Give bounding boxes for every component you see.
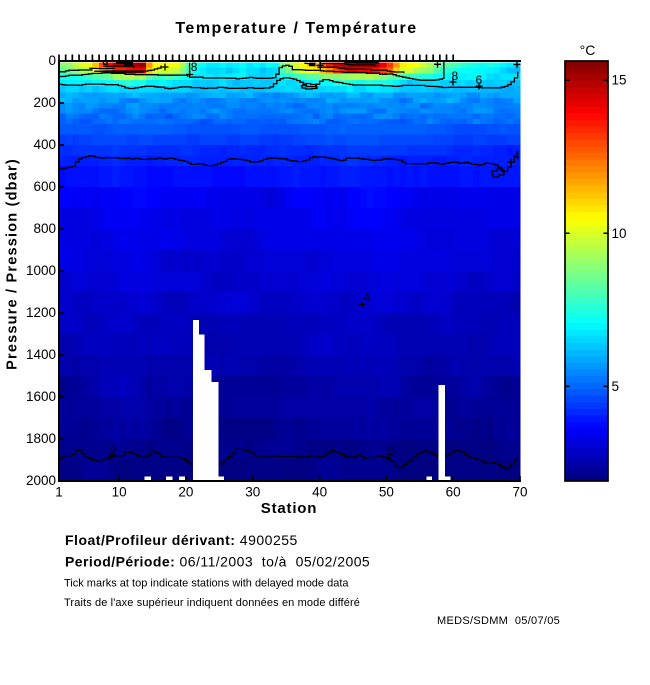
svg-text:8: 8 [452, 69, 459, 83]
svg-text:1200: 1200 [26, 305, 56, 320]
svg-text:2: 2 [387, 444, 394, 458]
svg-text:40: 40 [312, 485, 327, 500]
svg-text:200: 200 [33, 95, 56, 110]
svg-text:400: 400 [33, 137, 56, 152]
svg-text:1400: 1400 [26, 347, 56, 362]
svg-text:4: 4 [363, 291, 370, 305]
svg-text:800: 800 [33, 221, 56, 236]
svg-text:Tick marks at top indicate sta: Tick marks at top indicate stations with… [64, 578, 349, 590]
svg-text:20: 20 [178, 485, 193, 500]
svg-text:1: 1 [55, 485, 63, 500]
svg-text:10: 10 [112, 485, 127, 500]
svg-text:1000: 1000 [26, 263, 56, 278]
svg-text:Temperature / Température: Temperature / Température [175, 20, 417, 37]
svg-text:0: 0 [48, 53, 56, 68]
svg-text:6: 6 [476, 73, 483, 87]
svg-text:2000: 2000 [26, 473, 56, 488]
svg-text:10: 10 [612, 226, 627, 241]
svg-text:°C: °C [580, 42, 596, 58]
svg-text:5: 5 [612, 379, 620, 394]
svg-text:Station: Station [261, 500, 317, 517]
svg-text:8: 8 [191, 60, 198, 74]
svg-text:50: 50 [379, 485, 394, 500]
svg-text:1600: 1600 [26, 389, 56, 404]
svg-text:Period/Période: 06/11/2003 to: Period/Période: 06/11/2003 to/à 05/02/20… [65, 554, 370, 570]
svg-text:15: 15 [612, 73, 627, 88]
svg-text:600: 600 [33, 179, 56, 194]
svg-text:4: 4 [513, 149, 520, 163]
svg-text:Float/Profileur dérivant: 4900: Float/Profileur dérivant: 4900255 [65, 532, 298, 548]
svg-text:1800: 1800 [26, 431, 56, 446]
svg-text:2: 2 [110, 444, 117, 458]
svg-text:Traits de l'axe supérieur indi: Traits de l'axe supérieur indiquent donn… [64, 597, 360, 609]
svg-text:70: 70 [512, 485, 527, 500]
svg-text:60: 60 [446, 485, 461, 500]
svg-text:30: 30 [245, 485, 260, 500]
svg-text:MEDS/SDMM 05/07/05: MEDS/SDMM 05/07/05 [437, 615, 560, 627]
svg-text:Pressure / Pression (dbar): Pressure / Pression (dbar) [5, 158, 21, 370]
